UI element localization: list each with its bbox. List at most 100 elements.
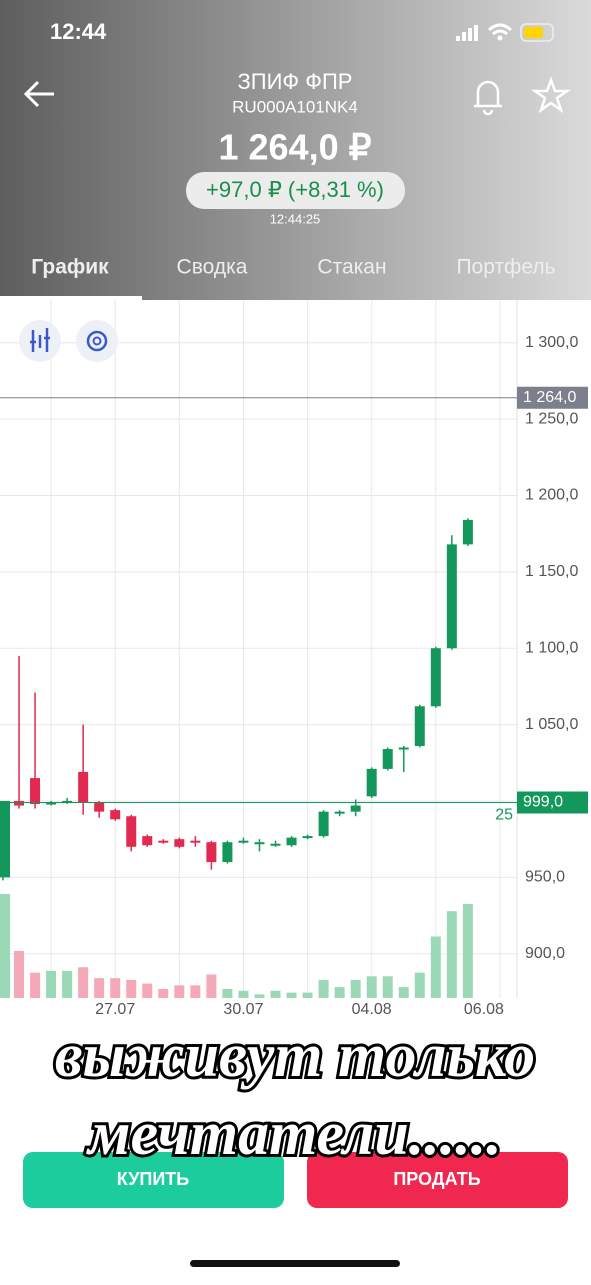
- tab[interactable]: Портфель: [456, 256, 555, 279]
- volume-bar: [126, 979, 137, 998]
- volume-bar: [62, 970, 73, 998]
- settings-icon: [92, 336, 102, 346]
- x-tick-label: 06.08: [464, 1001, 504, 1018]
- candle-body: [334, 811, 345, 814]
- volume-bar: [446, 911, 457, 998]
- indicators-icon: [30, 328, 50, 352]
- volume-bar: [302, 992, 313, 998]
- volume-bar: [334, 987, 345, 998]
- y-tick-label: 1 150,0: [525, 563, 578, 580]
- volume-bar: [350, 979, 361, 998]
- volume-bar: [206, 974, 217, 998]
- candle-body: [238, 840, 249, 843]
- volume-bar: [222, 988, 233, 998]
- y-tick-label: 1 300,0: [525, 334, 578, 351]
- candle-body: [430, 648, 441, 707]
- volume-bar: [318, 979, 329, 998]
- y-tick-label: 950,0: [525, 869, 565, 886]
- candle-body: [14, 800, 25, 806]
- x-tick-label: 04.08: [352, 1001, 392, 1018]
- candle-body: [398, 747, 409, 750]
- chart: 900,0 950,0 1 050,0 1 100,0 1 150,0 1 200,0 1 …: [0, 300, 591, 1020]
- price-tag: [517, 791, 588, 814]
- candle-body: [286, 837, 297, 846]
- volume-bar: [30, 972, 41, 998]
- volume-bar: [414, 972, 425, 998]
- price-line-note: 25: [495, 807, 513, 824]
- volume-bar: [270, 990, 281, 998]
- candle-body: [158, 840, 169, 843]
- volume-bar: [190, 985, 201, 998]
- volume-bar: [430, 936, 441, 998]
- settings-button[interactable]: [76, 320, 118, 362]
- volume-bar: [0, 894, 10, 998]
- overlay-text: мечтатели......: [85, 1100, 502, 1168]
- price-change: +97,0 ₽ (+8,31 %): [206, 177, 384, 202]
- price-tag: [517, 386, 588, 409]
- volume-bar: [94, 978, 105, 998]
- settings-icon: [86, 330, 108, 352]
- y-tick-label: 1 200,0: [525, 487, 578, 504]
- instrument-title: ЗПИФ ФПР: [238, 69, 353, 94]
- volume-bar: [78, 967, 89, 998]
- candle-body: [350, 805, 361, 812]
- volume-bar: [286, 992, 297, 998]
- volume-bar: [110, 978, 121, 998]
- candle-body: [382, 749, 393, 769]
- update-time: 12:44:25: [270, 211, 321, 226]
- candle-body: [222, 842, 233, 863]
- volume-bar: [14, 950, 25, 998]
- candle-body: [206, 842, 217, 863]
- y-tick-label: 900,0: [525, 945, 565, 962]
- volume-bar: [158, 988, 169, 998]
- y-tick-label: 1 250,0: [525, 410, 578, 427]
- candle-body: [94, 802, 105, 812]
- candle-body: [126, 816, 137, 847]
- candle-body: [414, 706, 425, 746]
- bell-button[interactable]: [474, 80, 502, 116]
- candle-body: [142, 836, 153, 846]
- candle-body: [462, 519, 473, 545]
- buy-label: КУПИТЬ: [117, 1169, 190, 1189]
- candle-body: [366, 768, 377, 797]
- sell-label: ПРОДАТЬ: [393, 1169, 480, 1189]
- candle-body: [62, 800, 73, 803]
- price-tag-label: 1 264,0: [523, 389, 576, 406]
- x-tick-label: 27.07: [95, 1001, 135, 1018]
- candle-body: [30, 778, 41, 805]
- sell-button[interactable]: [307, 1152, 568, 1208]
- volume-bar: [238, 990, 249, 998]
- candle-body: [446, 544, 457, 649]
- x-tick-label: 30.07: [223, 1001, 263, 1018]
- candle-body: [254, 842, 265, 845]
- volume-bar: [174, 985, 185, 998]
- candle-body: [110, 810, 121, 820]
- y-tick-label: 1 050,0: [525, 716, 578, 733]
- instrument-ticker: RU000A101NK4: [232, 97, 358, 116]
- price-tag-label: 999,0: [523, 794, 563, 811]
- candle-body: [190, 840, 201, 843]
- status-icons: [456, 23, 554, 42]
- volume-bar: [398, 987, 409, 998]
- header-bg: [0, 0, 591, 300]
- candle-body: [270, 843, 281, 846]
- back-button[interactable]: [23, 80, 54, 108]
- chart-tools: [19, 320, 118, 362]
- candle-body: [0, 800, 10, 878]
- candle-body: [318, 811, 329, 837]
- overlay-text: выживут только: [55, 1022, 535, 1090]
- volume-bar: [366, 976, 377, 998]
- status-time: 12:44: [50, 19, 107, 44]
- buy-button[interactable]: [23, 1152, 284, 1208]
- tab[interactable]: Стакан: [317, 256, 386, 279]
- candle-body: [302, 836, 313, 839]
- tab[interactable]: График: [31, 256, 109, 279]
- candle-body: [78, 771, 89, 803]
- favorite-button[interactable]: [531, 76, 571, 114]
- tab[interactable]: Сводка: [177, 256, 248, 279]
- volume-bar: [254, 994, 265, 998]
- volume-bar: [462, 903, 473, 998]
- candle-body: [46, 802, 57, 805]
- tab-indicator: [0, 296, 142, 300]
